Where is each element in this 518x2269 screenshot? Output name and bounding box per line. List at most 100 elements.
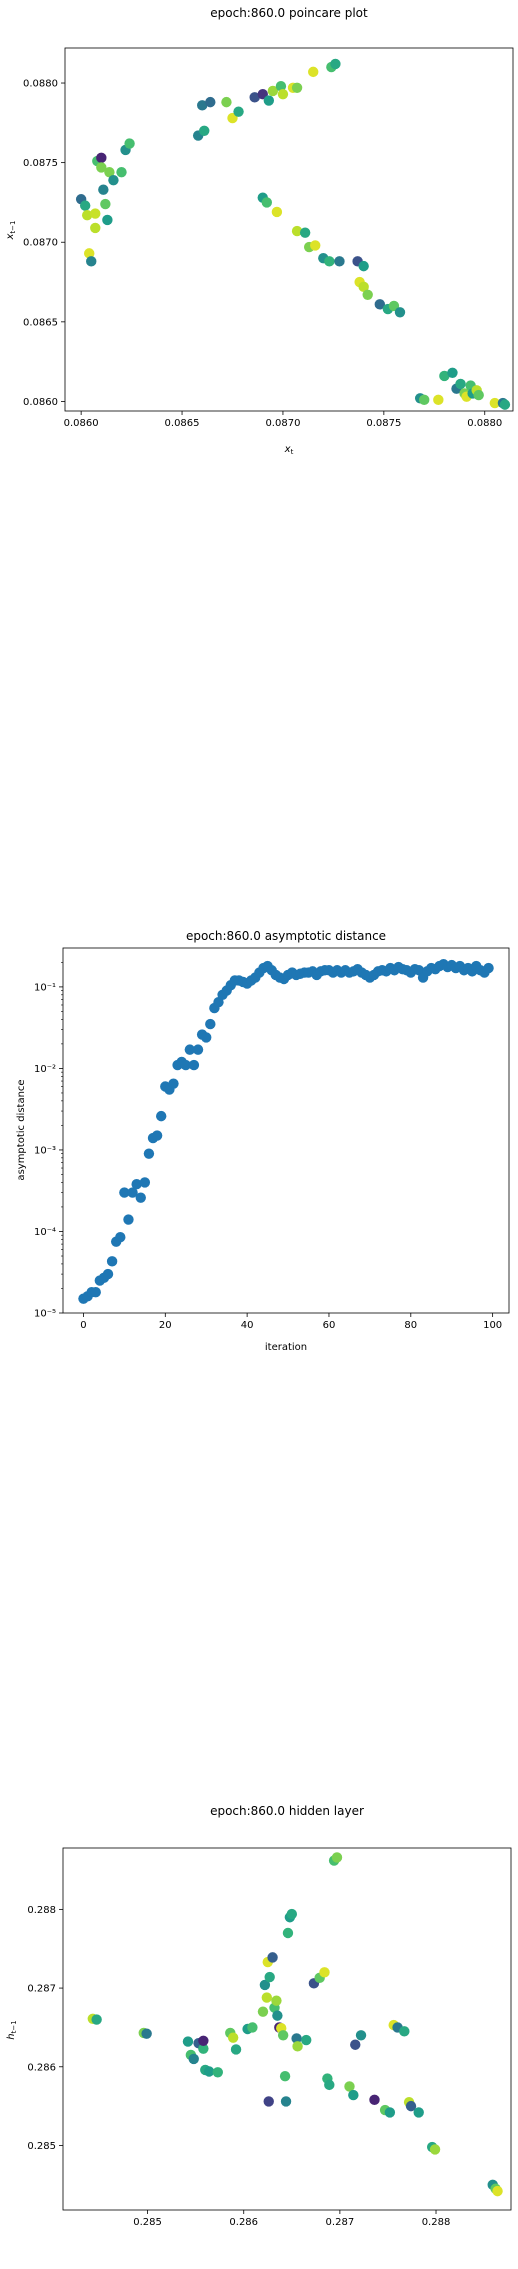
scatter-point	[429, 2144, 441, 2155]
scatter-point	[104, 166, 115, 178]
y-axis-ticks: 0.285 0.286 0.287 0.288	[27, 1905, 63, 2152]
scatter-point	[221, 96, 232, 108]
scatter-point	[257, 2006, 269, 2017]
x-tick-label: 0	[80, 1320, 86, 1331]
scatter-point	[267, 85, 279, 97]
scatter-point	[291, 82, 303, 94]
scatter-point	[247, 2022, 258, 2033]
x-axis-ticks: 0.285 0.286 0.287 0.288	[133, 2210, 450, 2228]
scatter-point	[483, 962, 494, 974]
scatter-point	[286, 1908, 298, 1920]
y-tick-label: 10⁻⁵	[34, 1309, 56, 1320]
scatter-point	[447, 367, 458, 378]
y-axis-label: asymptotic distance	[16, 1079, 27, 1180]
scatter-point	[156, 1110, 167, 1122]
scatter-point	[271, 1995, 282, 2006]
poincare-plot-chart: epoch:860.0 poincare plot 0.0860 0.0865 0.…	[5, 6, 514, 456]
y-axis-label: xt−1	[5, 221, 17, 241]
scatter-point	[90, 208, 101, 219]
plot-frame	[62, 1847, 512, 2211]
scatter-point	[115, 1232, 126, 1243]
scatter-point	[301, 2034, 312, 2046]
scatter-point	[91, 2014, 102, 2025]
scatter-point	[139, 1177, 151, 1188]
y-tick-label: 0.287	[27, 1984, 56, 1995]
scatter-point	[348, 2089, 359, 2101]
y-tick-label: 0.0865	[23, 317, 58, 328]
scatter-point	[263, 2096, 274, 2107]
scatter-point	[201, 1032, 212, 1043]
scatter-point	[324, 2079, 335, 2091]
scatter-point	[96, 152, 107, 164]
scatter-point	[108, 174, 119, 186]
y-tick-label: 0.0860	[23, 397, 58, 408]
scatter-point	[310, 240, 321, 251]
scatter-point	[344, 2081, 355, 2092]
scatter-point	[299, 227, 311, 238]
scatter-point	[489, 397, 501, 409]
scatter-point	[184, 1044, 196, 1055]
scatter-point	[261, 1992, 273, 2003]
y-axis-label: ht−1	[6, 2020, 18, 2039]
plot-frame	[62, 947, 510, 1314]
scatter-point	[143, 1148, 155, 1159]
x-tick-label: 0.0860	[64, 418, 99, 429]
chart-title: epoch:860.0 hidden layer	[210, 1804, 364, 1818]
x-tick-label: 60	[323, 1320, 336, 1331]
scatter-point	[81, 209, 93, 221]
scatter-point	[331, 1852, 343, 1863]
scatter-point	[264, 1971, 275, 1983]
scatter-point	[291, 225, 303, 237]
scatter-point	[291, 2033, 302, 2044]
y-axis-ticks: 10⁻⁵ 10⁻⁴ 10⁻³ 10⁻² 10⁻¹	[34, 962, 63, 1320]
scatter-point	[267, 1952, 278, 1963]
scatter-point	[413, 2107, 424, 2118]
scatter-point	[188, 1059, 200, 1071]
scatter-point	[384, 2107, 396, 2118]
scatter-point	[212, 2067, 223, 2078]
y-tick-label: 0.288	[27, 1905, 56, 1916]
scatter-point	[355, 2030, 367, 2041]
scatter-point	[282, 1927, 294, 1939]
scatter-point	[131, 1179, 142, 1190]
y-tick-label: 0.285	[27, 2141, 56, 2152]
scatter-point	[399, 2026, 410, 2037]
x-tick-label: 0.0865	[165, 418, 200, 429]
scatter-point	[79, 200, 91, 211]
y-tick-label: 0.0875	[23, 158, 58, 169]
scatter-point	[280, 2096, 292, 2107]
x-tick-label: 0.288	[422, 2217, 451, 2228]
scatter-point	[259, 1979, 271, 1991]
scatter-point	[102, 1268, 114, 1280]
scatter-point	[192, 1044, 204, 1055]
scatter-point	[319, 1967, 330, 1978]
x-tick-label: 80	[404, 1320, 417, 1331]
scatter-point	[135, 1192, 146, 1203]
scatter-point	[182, 2036, 194, 2047]
plot-frame	[64, 47, 514, 412]
scatter-point	[405, 2100, 417, 2112]
x-tick-label: 0.0875	[366, 418, 401, 429]
scatter-point	[124, 138, 135, 149]
data-points	[87, 1852, 503, 2197]
scatter-point	[261, 197, 273, 208]
scatter-point	[263, 95, 275, 106]
scatter-point	[369, 2094, 380, 2106]
x-axis-ticks: 0.0860 0.0865 0.0870 0.0875 0.0880	[64, 411, 502, 429]
data-points	[78, 958, 494, 1304]
scatter-point	[199, 125, 210, 136]
hidden-layer-chart: epoch:860.0 hidden layer 0.285 0.286 0.287…	[6, 1804, 512, 2228]
scatter-point	[374, 299, 386, 310]
scatter-point	[279, 2071, 291, 2082]
x-axis-label: xt	[284, 444, 294, 456]
scatter-point	[205, 96, 216, 108]
scatter-point	[90, 222, 101, 234]
scatter-point	[100, 198, 111, 210]
scatter-point	[330, 58, 341, 70]
scatter-point	[271, 206, 283, 218]
scatter-point	[168, 1078, 179, 1089]
scatter-point	[350, 2039, 361, 2050]
scatter-point	[98, 184, 109, 195]
scatter-point	[102, 214, 113, 226]
scatter-point	[188, 2053, 199, 2065]
